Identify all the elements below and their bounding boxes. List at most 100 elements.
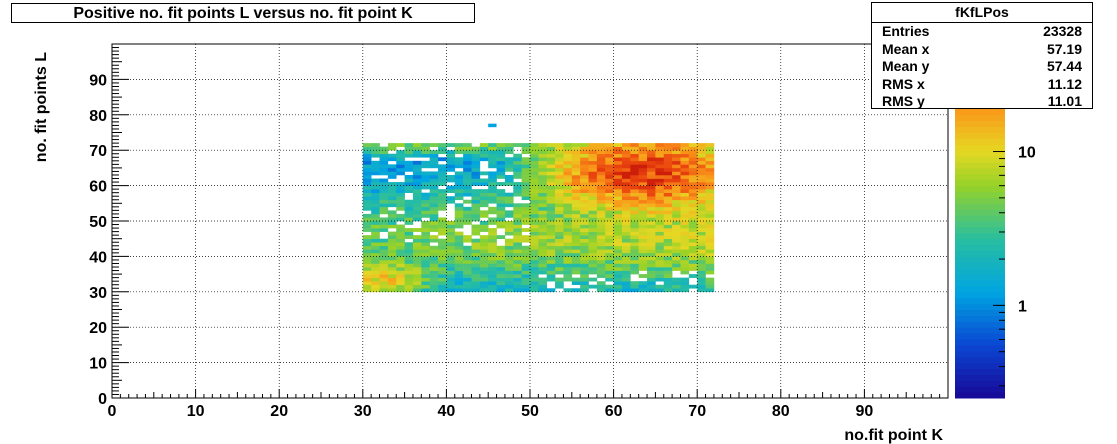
heatmap-cell	[546, 274, 556, 278]
heatmap-cell	[621, 171, 631, 176]
heatmap-cell	[680, 224, 690, 229]
colorbar-band	[955, 374, 1005, 381]
heatmap-cell	[621, 274, 631, 278]
heatmap-cell	[521, 143, 531, 147]
heatmap-cell	[555, 206, 564, 211]
heatmap-cell	[630, 150, 639, 155]
heatmap-cell	[596, 238, 606, 243]
heatmap-cell	[697, 206, 706, 211]
heatmap-cell	[688, 231, 698, 236]
heatmap-cell	[596, 274, 606, 278]
colorbar-band	[955, 362, 1005, 369]
heatmap-cell	[421, 164, 430, 169]
heatmap-cell	[530, 249, 539, 254]
heatmap-cell	[571, 231, 581, 236]
heatmap-cell	[362, 174, 372, 179]
heatmap-cell	[563, 249, 573, 254]
heatmap-cell	[371, 284, 380, 289]
heatmap-cell	[463, 164, 472, 169]
heatmap-cell	[387, 192, 397, 197]
heatmap-cell	[371, 259, 380, 264]
y-tick-label: 90	[89, 72, 107, 89]
heatmap-cell	[479, 196, 489, 201]
heatmap-cell	[571, 174, 581, 179]
heatmap-cell	[630, 206, 639, 211]
heatmap-cell	[412, 213, 422, 218]
heatmap-cell	[379, 281, 389, 286]
heatmap-cell	[371, 160, 380, 165]
heatmap-cell	[387, 231, 397, 236]
heatmap-cell	[513, 157, 522, 162]
heatmap-cell	[621, 224, 631, 229]
heatmap-cell	[621, 281, 631, 286]
heatmap-cell	[454, 157, 464, 162]
heatmap-cell	[596, 185, 606, 190]
heatmap-cell	[421, 238, 430, 243]
heatmap-cell	[530, 185, 539, 190]
heatmap-cell	[655, 277, 665, 282]
stats-value: 11.01	[1047, 93, 1082, 110]
heatmap-cell	[471, 245, 481, 250]
heatmap-cell	[571, 192, 581, 197]
heatmap-cell	[688, 252, 698, 257]
heatmap-cell	[496, 182, 506, 186]
heatmap-cell	[530, 277, 539, 282]
heatmap-cell	[379, 277, 389, 282]
heatmap-cell	[605, 228, 614, 232]
heatmap-cell	[647, 178, 656, 183]
heatmap-cell	[630, 189, 639, 193]
heatmap-cell	[513, 270, 522, 275]
heatmap-cell	[580, 150, 589, 155]
heatmap-cell	[563, 146, 573, 151]
heatmap-cell	[588, 238, 598, 243]
heatmap-cell	[580, 174, 589, 179]
heatmap-cell	[429, 174, 439, 179]
heatmap-cell	[362, 206, 372, 211]
heatmap-cell	[546, 150, 556, 155]
heatmap-cell	[555, 203, 564, 208]
heatmap-cell	[672, 242, 681, 247]
heatmap-cell	[429, 143, 439, 147]
heatmap-cell	[379, 228, 389, 232]
heatmap-cell	[371, 171, 380, 176]
heatmap-cell	[697, 174, 706, 179]
heatmap-cell	[655, 288, 665, 293]
heatmap-cell	[379, 206, 389, 211]
heatmap-cell	[488, 171, 497, 176]
heatmap-cell	[672, 281, 681, 286]
heatmap-cell	[463, 238, 472, 243]
heatmap-cell	[680, 160, 690, 165]
heatmap-cell	[596, 231, 606, 236]
heatmap-cell	[663, 224, 673, 229]
heatmap-cell	[613, 157, 623, 162]
heatmap-cell	[454, 281, 464, 286]
heatmap-cell	[613, 249, 623, 254]
heatmap-cell	[613, 210, 623, 215]
heatmap-cell	[621, 153, 631, 158]
heatmap-cell	[387, 224, 397, 229]
heatmap-cell	[404, 252, 414, 257]
heatmap-cell	[446, 224, 456, 229]
heatmap-cell	[421, 146, 430, 151]
heatmap-cell	[488, 206, 497, 211]
heatmap-cell	[638, 228, 648, 232]
heatmap-cell	[688, 150, 698, 155]
stats-label: Entries	[882, 23, 930, 39]
heatmap-cell	[596, 256, 606, 261]
heatmap-cell	[655, 185, 665, 190]
heatmap-cell	[705, 231, 715, 236]
heatmap-cell	[488, 235, 497, 239]
heatmap-cell	[496, 146, 506, 151]
heatmap-cell	[454, 274, 464, 278]
heatmap-cell	[697, 288, 706, 293]
heatmap-cell	[680, 206, 690, 211]
heatmap-cell	[446, 196, 456, 201]
heatmap-cell	[697, 192, 706, 197]
heatmap-cell	[655, 174, 665, 179]
heatmap-cell	[538, 224, 548, 229]
heatmap-cell	[438, 189, 447, 193]
heatmap-cell	[596, 196, 606, 201]
heatmap-cell	[705, 252, 715, 257]
heatmap-cell	[379, 252, 389, 257]
heatmap-cell	[672, 153, 681, 158]
